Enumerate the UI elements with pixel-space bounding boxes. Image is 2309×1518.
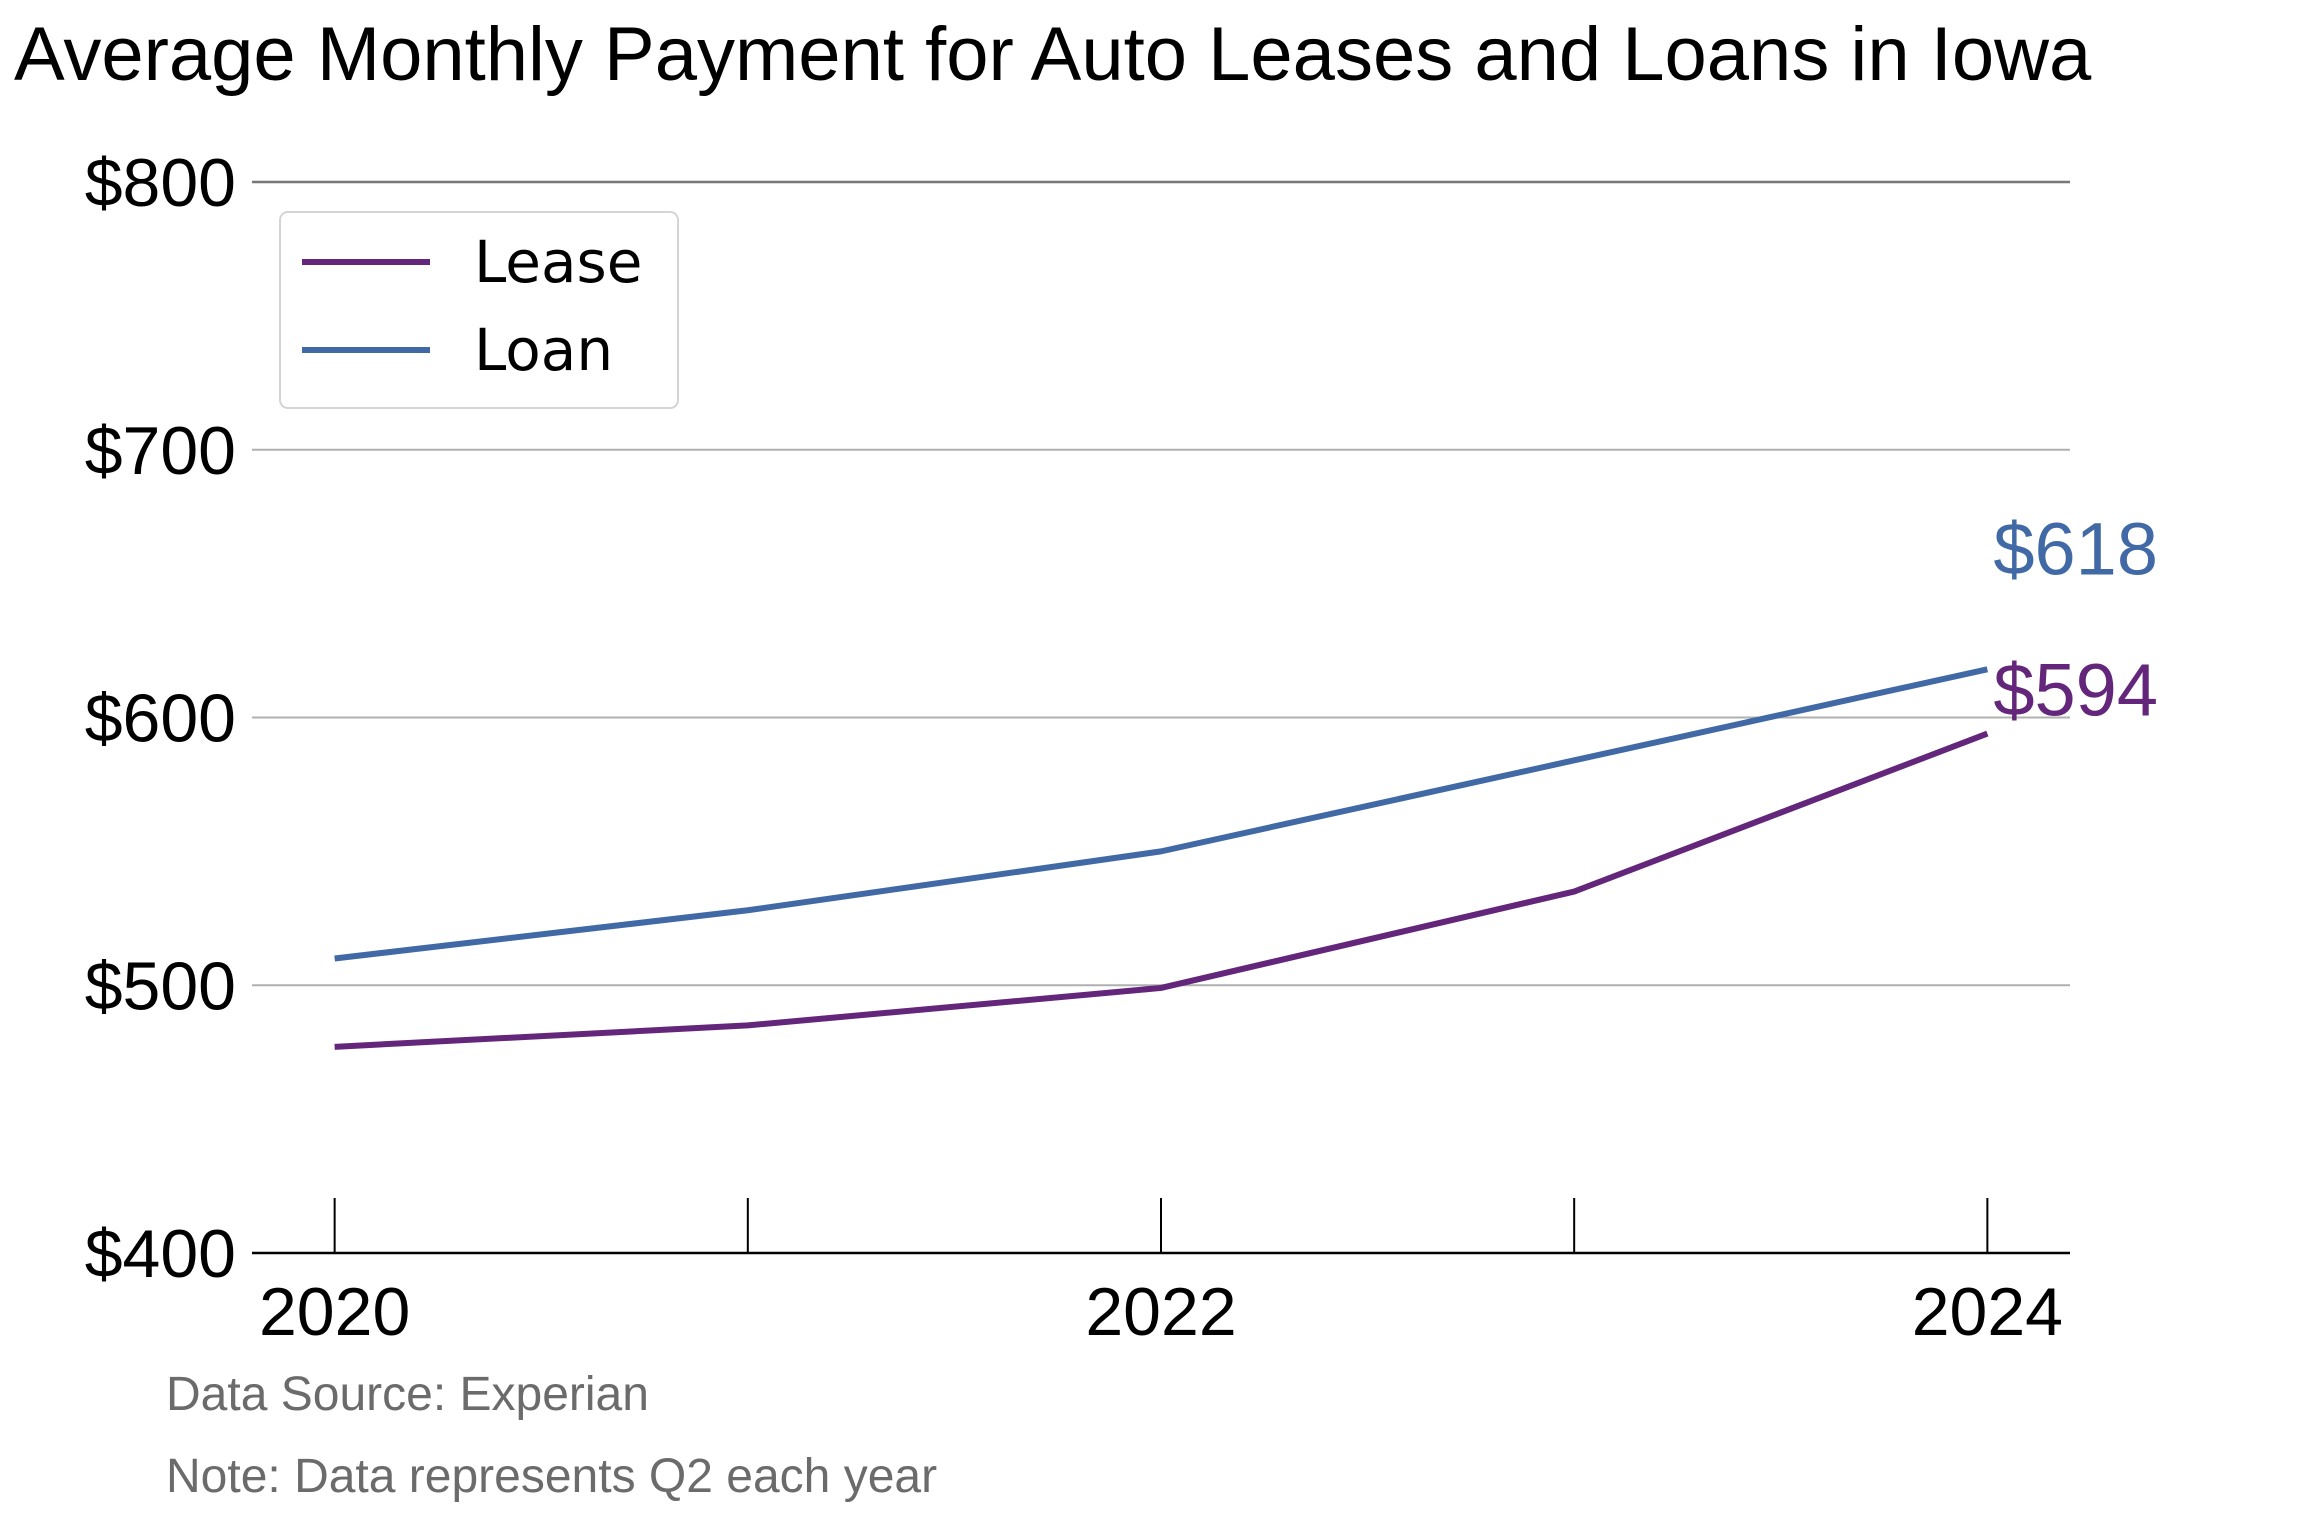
series-line-loan [334,666,1989,962]
x-tick-label-2024: 2024 [1912,1274,2063,1350]
y-tick-label-500: $500 [85,948,236,1024]
y-tick-label-600: $600 [85,681,236,757]
series-line-lease [334,730,1989,1050]
x-tick-label-2022: 2022 [1085,1274,1236,1350]
chart-title: Average Monthly Payment for Auto Leases … [14,12,2092,97]
y-axis-ticks: $400 $500 $600 $700 $800 [85,145,236,1292]
x-tick-label-2020: 2020 [259,1274,410,1350]
x-axis: 2020 2022 2024 [252,1198,2070,1350]
legend: Lease Loan [279,211,679,409]
y-tick-label-400: $400 [85,1216,236,1292]
y-tick-label-800: $800 [85,145,236,221]
footnote-note: Note: Data represents Q2 each year [166,1450,937,1503]
end-label-loan: $618 [1993,507,2158,590]
legend-label-lease: Lease [474,228,642,296]
series-lines [334,666,1989,1050]
end-label-lease: $594 [1993,649,2158,732]
legend-label-loan: Loan [474,316,613,384]
end-labels: $594 $618 [1993,507,2158,731]
y-tick-label-700: $700 [85,413,236,489]
footnote-source: Data Source: Experian [166,1368,649,1421]
